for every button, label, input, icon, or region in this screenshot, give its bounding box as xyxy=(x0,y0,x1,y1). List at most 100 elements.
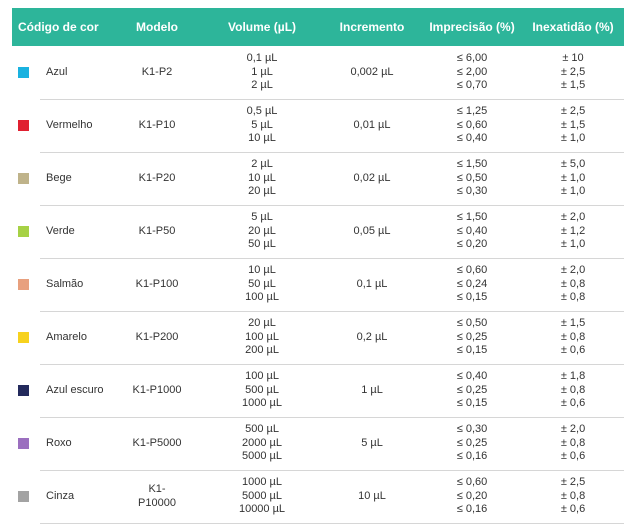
imprecision-cell-line: ≤ 0,20 xyxy=(456,489,488,502)
increment-cell: 0,002 µL xyxy=(322,46,423,100)
imprecision-cell-line: ≤ 0,70 xyxy=(456,79,488,91)
volume-cell-line: 10 µL xyxy=(248,264,276,277)
imprecision-cell-line: ≤ 0,60 xyxy=(456,264,488,277)
swatch-cell xyxy=(12,258,40,311)
color-swatch xyxy=(18,332,29,343)
table-body: Azul K1-P2 0,1 µL 1 µL 2 µL 0,002 µL ≤ 6,00 ≤ 2… xyxy=(12,46,625,524)
table-row: Cinza K1- P10000 1000 µL 5000 µL 10000 µL 10 … xyxy=(12,470,625,524)
model-cell: K1-P50 xyxy=(112,205,203,259)
table-row: Azul K1-P2 0,1 µL 1 µL 2 µL 0,002 µL ≤ 6,00 ≤ 2… xyxy=(12,46,625,100)
volume-cell: 100 µL 500 µL 1000 µL xyxy=(202,364,323,418)
color-swatch xyxy=(18,226,29,237)
imprecision-cell-line: ≤ 0,30 xyxy=(456,185,488,198)
inaccuracy-cell: ± 1,8 ± 0,8 ± 0,6 xyxy=(522,364,625,418)
model-cell: K1-P1000 xyxy=(112,364,203,418)
inaccuracy-cell-line: ± 0,6 xyxy=(560,344,586,357)
model-cell: K1-P5000 xyxy=(112,417,203,471)
inaccuracy-cell: ± 2,0 ± 0,8 ± 0,6 xyxy=(522,417,625,471)
table-row: Amarelo K1-P200 20 µL 100 µL 200 µL 0,2 µL ≤ 0… xyxy=(12,311,625,365)
increment-cell: 0,05 µL xyxy=(322,205,423,259)
volume-cell-line: 5000 µL xyxy=(242,450,282,463)
volume-cell-line: 50 µL xyxy=(248,277,276,290)
imprecision-cell-line: ≤ 0,25 xyxy=(456,330,488,343)
inaccuracy-cell-line: ± 1,8 xyxy=(560,370,586,383)
inaccuracy-cell-line: ± 1,0 xyxy=(560,132,586,145)
inaccuracy-cell-line: ± 2,0 xyxy=(560,264,586,277)
volume-cell-line: 0,5 µL xyxy=(246,105,278,118)
inaccuracy-cell-line: ± 5,0 xyxy=(560,158,586,171)
volume-cell-line: 100 µL xyxy=(245,370,279,383)
model-cell: K1-P2 xyxy=(112,46,203,100)
header-volume: Volume (µL) xyxy=(202,8,323,46)
header-imprecision: Imprecisão (%) xyxy=(422,8,523,46)
imprecision-cell: ≤ 6,00 ≤ 2,00 ≤ 0,70 xyxy=(422,46,523,100)
inaccuracy-cell-line: ± 1,5 xyxy=(560,118,586,131)
color-swatch xyxy=(18,173,29,184)
inaccuracy-cell-line: ± 1,2 xyxy=(560,224,586,237)
inaccuracy-cell-line: ± 0,8 xyxy=(560,383,586,396)
increment-cell: 0,02 µL xyxy=(322,152,423,206)
imprecision-cell-line: ≤ 0,50 xyxy=(456,317,488,330)
model-cell: K1-P100 xyxy=(112,258,203,312)
table-header: Código de cor Modelo Volume (µL) Increme… xyxy=(12,8,625,46)
inaccuracy-cell-line: ± 0,8 xyxy=(560,291,586,304)
imprecision-cell-line: ≤ 1,25 xyxy=(456,105,488,118)
color-name: Azul escuro xyxy=(40,364,113,418)
imprecision-cell: ≤ 0,60 ≤ 0,24 ≤ 0,15 xyxy=(422,258,523,312)
swatch-cell xyxy=(12,99,40,152)
imprecision-cell-line: ≤ 0,24 xyxy=(456,277,488,290)
imprecision-cell-line: ≤ 0,15 xyxy=(456,344,488,357)
inaccuracy-cell-line: ± 0,8 xyxy=(560,330,586,343)
imprecision-cell-line: ≤ 0,25 xyxy=(456,383,488,396)
increment-cell: 10 µL xyxy=(322,470,423,524)
imprecision-cell: ≤ 1,50 ≤ 0,50 ≤ 0,30 xyxy=(422,152,523,206)
inaccuracy-cell-line: ± 0,8 xyxy=(560,489,586,502)
inaccuracy-cell-line: ± 1,0 xyxy=(560,238,586,251)
volume-cell-line: 0,1 µL xyxy=(246,52,278,64)
inaccuracy-cell: ± 2,0 ± 0,8 ± 0,8 xyxy=(522,258,625,312)
inaccuracy-cell-line: ± 1,5 xyxy=(560,317,586,330)
volume-cell-line: 20 µL xyxy=(248,185,276,198)
imprecision-cell-line: ≤ 6,00 xyxy=(456,52,488,64)
volume-cell-line: 10000 µL xyxy=(238,503,286,516)
inaccuracy-cell-line: ± 2,5 xyxy=(560,476,586,489)
imprecision-cell-line: ≤ 0,60 xyxy=(456,476,488,489)
color-name: Azul xyxy=(40,46,113,100)
volume-cell-line: 100 µL xyxy=(245,291,279,304)
volume-cell-line: 1000 µL xyxy=(242,397,282,410)
color-name: Amarelo xyxy=(40,311,113,365)
imprecision-cell-line: ≤ 0,40 xyxy=(456,132,488,145)
imprecision-cell-line: ≤ 1,50 xyxy=(456,211,488,224)
imprecision-cell-line: ≤ 0,16 xyxy=(456,450,488,463)
volume-cell: 2 µL 10 µL 20 µL xyxy=(202,152,323,206)
volume-cell: 0,5 µL 5 µL 10 µL xyxy=(202,99,323,153)
table-row: Salmão K1-P100 10 µL 50 µL 100 µL 0,1 µL ≤ 0,6… xyxy=(12,258,625,312)
swatch-cell xyxy=(12,311,40,364)
color-swatch xyxy=(18,438,29,449)
volume-cell: 500 µL 2000 µL 5000 µL xyxy=(202,417,323,471)
imprecision-cell-line: ≤ 0,15 xyxy=(456,291,488,304)
swatch-cell xyxy=(12,152,40,205)
volume-cell-line: 2 µL xyxy=(251,158,273,171)
imprecision-cell-line: ≤ 0,60 xyxy=(456,118,488,131)
imprecision-cell-line: ≤ 0,15 xyxy=(456,397,488,410)
volume-cell: 0,1 µL 1 µL 2 µL xyxy=(202,46,323,100)
swatch-cell xyxy=(12,205,40,258)
model-cell: K1- P10000 xyxy=(112,470,203,524)
imprecision-cell-line: ≤ 0,40 xyxy=(456,224,488,237)
swatch-cell xyxy=(12,470,40,523)
volume-cell: 5 µL 20 µL 50 µL xyxy=(202,205,323,259)
inaccuracy-cell-line: ± 2,5 xyxy=(560,65,586,78)
header-model: Modelo xyxy=(112,8,203,46)
imprecision-cell: ≤ 1,50 ≤ 0,40 ≤ 0,20 xyxy=(422,205,523,259)
table-row: Bege K1-P20 2 µL 10 µL 20 µL 0,02 µL ≤ 1,50 ≤ 0… xyxy=(12,152,625,206)
inaccuracy-cell: ± 2,0 ± 1,2 ± 1,0 xyxy=(522,205,625,259)
color-swatch xyxy=(18,385,29,396)
header-color-code: Código de cor xyxy=(12,8,113,46)
inaccuracy-cell-line: ± 1,0 xyxy=(560,171,586,184)
inaccuracy-cell: ± 5,0 ± 1,0 ± 1,0 xyxy=(522,152,625,206)
inaccuracy-cell-line: ± 0,8 xyxy=(560,277,586,290)
volume-cell-line: 2000 µL xyxy=(242,436,282,449)
color-swatch xyxy=(18,279,29,290)
volume-cell-line: 20 µL xyxy=(248,224,276,237)
